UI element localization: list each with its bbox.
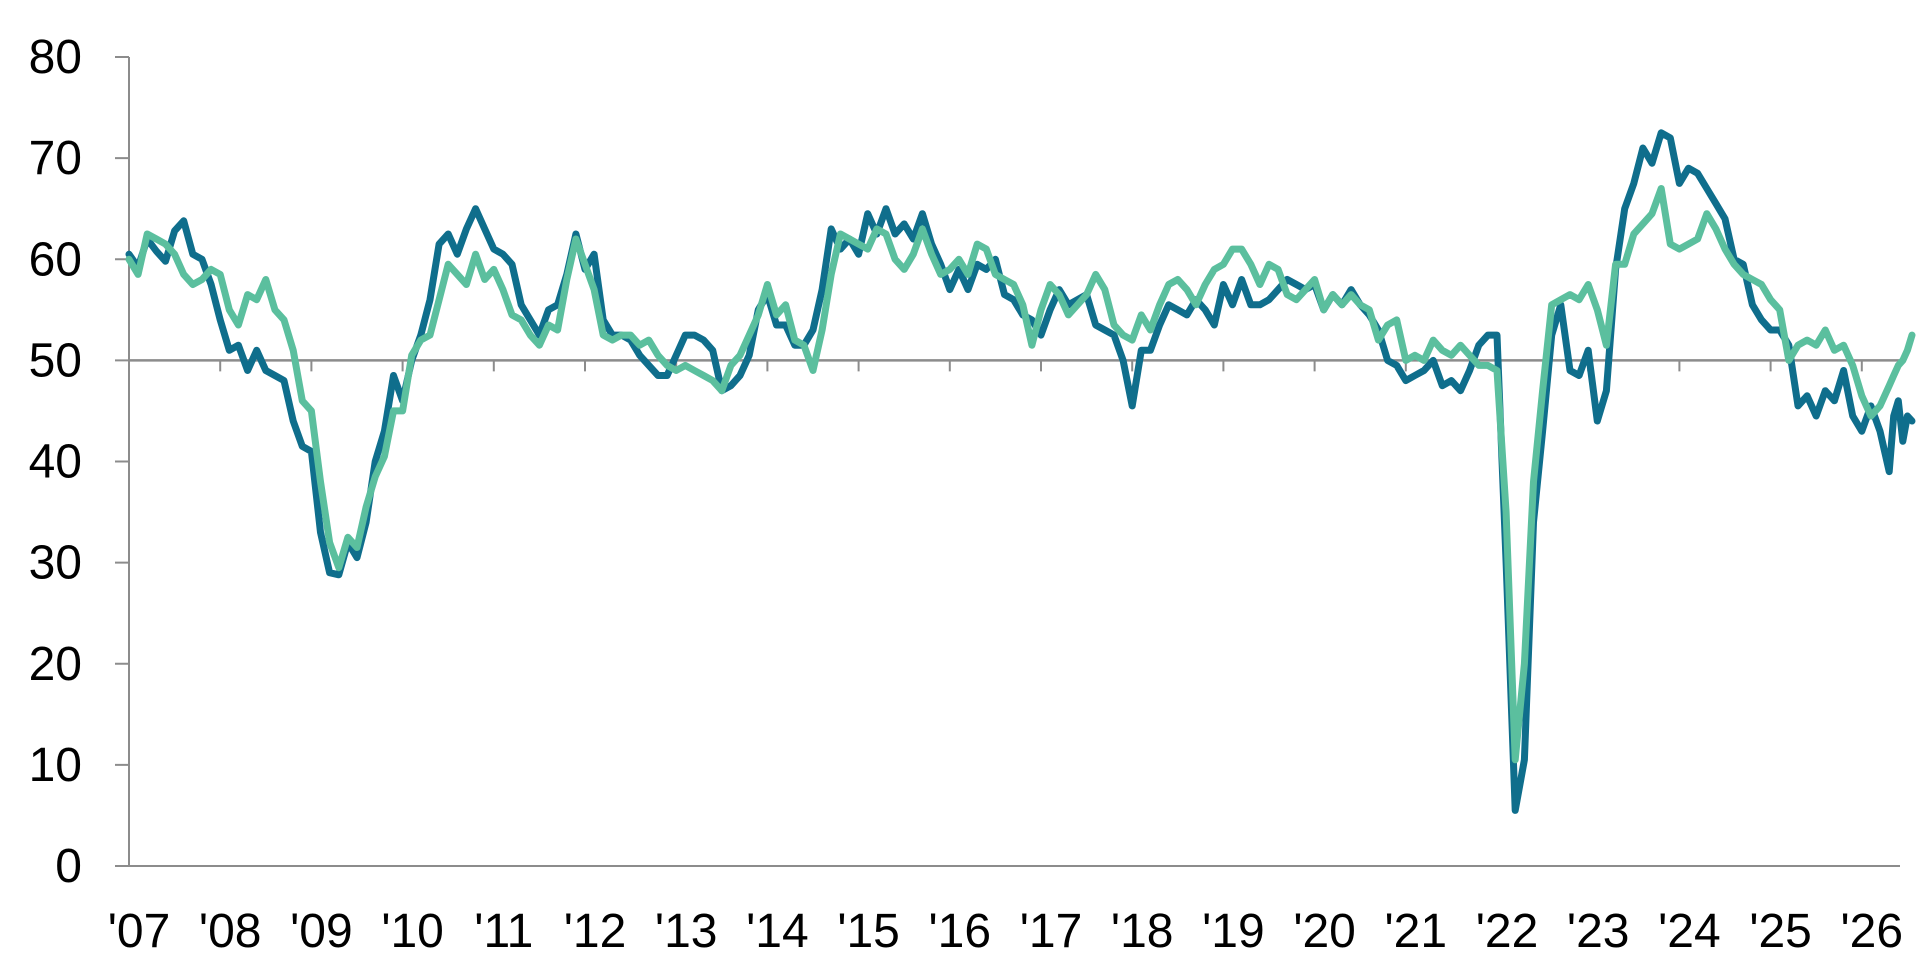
x-tick-label: '16 <box>929 905 992 958</box>
series-line-2 <box>125 185 1916 764</box>
x-tick-label: '20 <box>1293 905 1356 958</box>
y-tick-label: 10 <box>29 739 82 792</box>
series-layer <box>125 129 1916 814</box>
x-tick-label: '19 <box>1202 905 1265 958</box>
x-tick-label: '14 <box>746 905 809 958</box>
x-axis: '07 '08 '09 '10 '11 '12 '13 '14 '15 '16 '17 '18 '19 '… <box>108 360 1903 958</box>
y-tick-label: 70 <box>29 132 82 185</box>
x-tick-label: '18 <box>1111 905 1174 958</box>
x-tick-label: '24 <box>1658 905 1721 958</box>
x-tick-label: '13 <box>655 905 718 958</box>
x-tick-label: '10 <box>381 905 444 958</box>
y-tick-label: 40 <box>29 436 82 489</box>
x-tick-label: '22 <box>1476 905 1539 958</box>
x-tick-label: '07 <box>108 905 171 958</box>
x-tick-label: '09 <box>290 905 353 958</box>
y-axis: 0 10 20 30 40 50 60 70 80 <box>29 31 130 893</box>
y-tick-label: 50 <box>29 334 82 387</box>
x-tick-label: '12 <box>564 905 627 958</box>
y-tick-label: 60 <box>29 233 82 286</box>
x-tick-label: '26 <box>1841 905 1904 958</box>
y-tick-label: 80 <box>29 31 82 84</box>
y-tick-label: 0 <box>55 840 82 893</box>
series-line-1 <box>125 129 1916 814</box>
x-tick-label: '21 <box>1385 905 1448 958</box>
x-tick-label: '08 <box>199 905 262 958</box>
y-tick-label: 20 <box>29 638 82 691</box>
x-tick-label: '23 <box>1567 905 1630 958</box>
x-tick-label: '15 <box>837 905 900 958</box>
x-tick-label: '11 <box>474 905 533 958</box>
x-tick-label: '25 <box>1749 905 1812 958</box>
x-tick-label: '17 <box>1020 905 1083 958</box>
y-tick-label: 30 <box>29 537 82 590</box>
